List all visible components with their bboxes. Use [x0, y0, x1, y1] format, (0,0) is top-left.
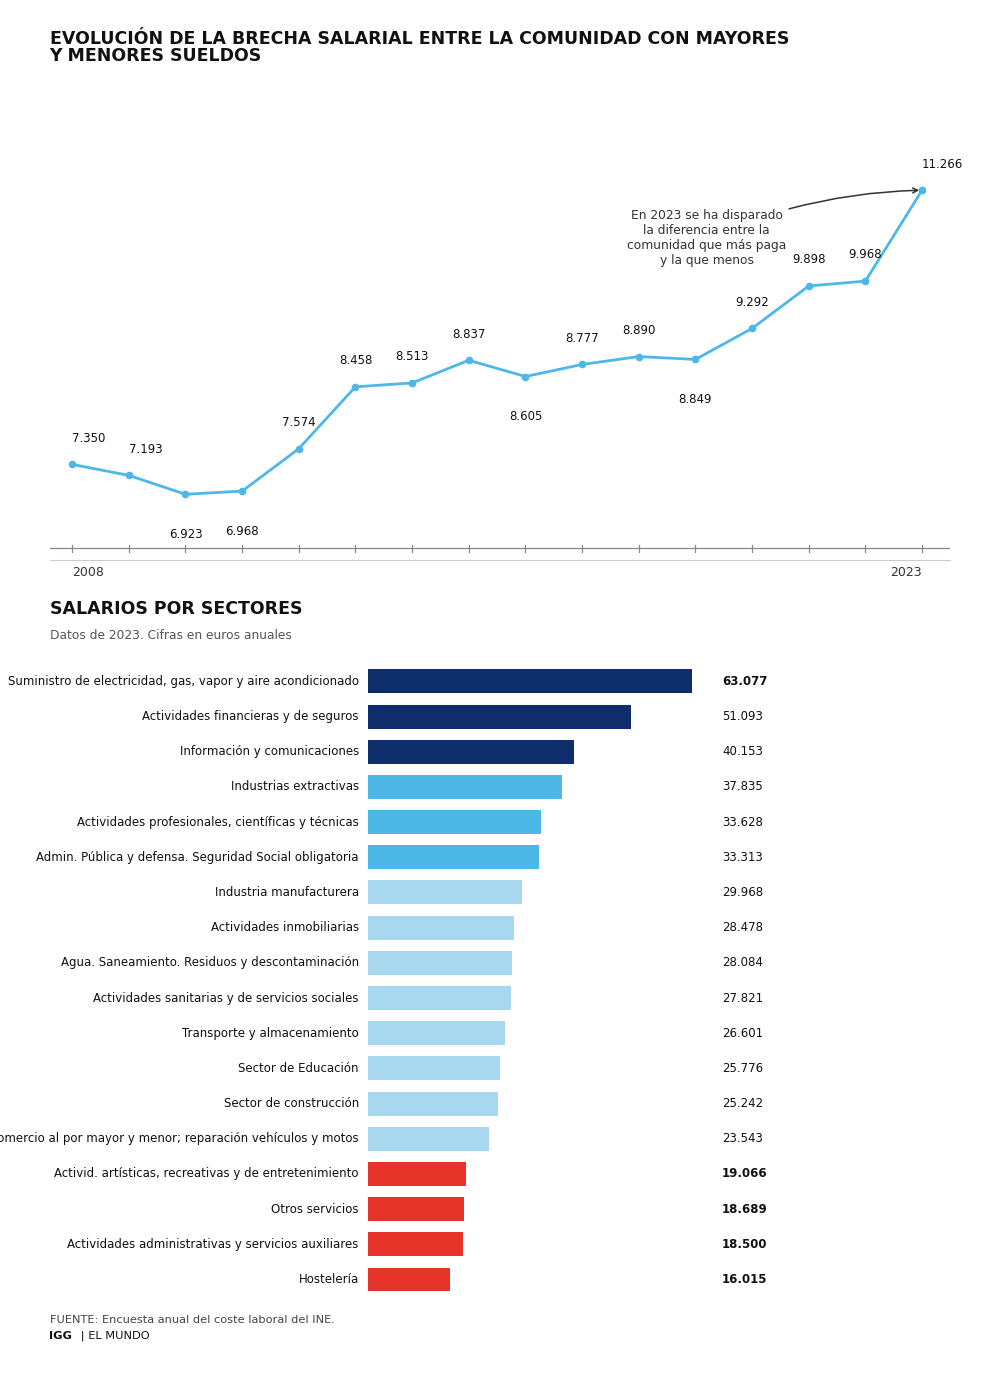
Bar [368, 1162, 466, 1185]
Text: Industria manufacturera: Industria manufacturera [215, 886, 358, 898]
Text: Y MENORES SUELDOS: Y MENORES SUELDOS [50, 47, 261, 65]
Bar [368, 669, 692, 693]
Bar [368, 740, 574, 763]
Text: 8.777: 8.777 [565, 331, 599, 345]
Text: 33.628: 33.628 [722, 816, 763, 828]
Bar [368, 1127, 489, 1151]
Text: 51.093: 51.093 [722, 711, 763, 723]
Text: 63.077: 63.077 [722, 675, 767, 687]
Text: Admin. Pública y defensa. Seguridad Social obligatoria: Admin. Pública y defensa. Seguridad Soci… [37, 851, 358, 864]
Text: 6.923: 6.923 [168, 529, 202, 541]
Text: En 2023 se ha disparado
la diferencia entre la
comunidad que más paga
y la que m: En 2023 se ha disparado la diferencia en… [627, 188, 918, 266]
Text: Industrias extractivas: Industrias extractivas [231, 781, 358, 793]
Text: 23.543: 23.543 [722, 1132, 763, 1145]
Text: 25.776: 25.776 [722, 1061, 763, 1075]
Text: Activid. artísticas, recreativas y de entretenimiento: Activid. artísticas, recreativas y de en… [54, 1167, 358, 1180]
Text: 2008: 2008 [72, 566, 104, 578]
Bar [368, 1196, 464, 1221]
Text: Agua. Saneamiento. Residuos y descontaminación: Agua. Saneamiento. Residuos y descontami… [60, 956, 358, 969]
Text: 28.084: 28.084 [722, 956, 763, 969]
Text: 8.849: 8.849 [679, 393, 712, 406]
Text: 25.242: 25.242 [722, 1097, 763, 1110]
Text: Actividades sanitarias y de servicios sociales: Actividades sanitarias y de servicios so… [93, 991, 358, 1005]
Text: | EL MUNDO: | EL MUNDO [77, 1330, 149, 1341]
Text: Datos de 2023. Cifras en euros anuales: Datos de 2023. Cifras en euros anuales [50, 628, 291, 642]
Text: Actividades financieras y de seguros: Actividades financieras y de seguros [143, 711, 358, 723]
Text: 19.066: 19.066 [722, 1167, 768, 1180]
Text: 9.898: 9.898 [792, 254, 826, 266]
Text: SALARIOS POR SECTORES: SALARIOS POR SECTORES [50, 600, 302, 618]
Text: Sector de Educación: Sector de Educación [239, 1061, 358, 1075]
Text: 8.513: 8.513 [395, 351, 429, 363]
Text: Hostelería: Hostelería [299, 1272, 358, 1286]
Text: 11.266: 11.266 [922, 157, 963, 171]
Text: Comercio al por mayor y menor; reparación vehículos y motos: Comercio al por mayor y menor; reparació… [0, 1132, 358, 1145]
Bar [368, 1232, 463, 1256]
Text: 40.153: 40.153 [722, 745, 763, 758]
Bar [368, 1267, 450, 1292]
Text: Actividades profesionales, científicas y técnicas: Actividades profesionales, científicas y… [77, 816, 358, 828]
Text: 16.015: 16.015 [722, 1272, 767, 1286]
Text: 8.837: 8.837 [452, 327, 485, 341]
Text: 6.968: 6.968 [226, 524, 259, 538]
Bar [368, 1092, 498, 1115]
Text: EVOLUCIÓN DE LA BRECHA SALARIAL ENTRE LA COMUNIDAD CON MAYORES: EVOLUCIÓN DE LA BRECHA SALARIAL ENTRE LA… [50, 30, 789, 48]
Text: 7.574: 7.574 [282, 417, 316, 429]
Text: 8.605: 8.605 [509, 410, 543, 424]
Text: FUENTE: Encuesta anual del coste laboral del INE.: FUENTE: Encuesta anual del coste laboral… [50, 1315, 335, 1325]
Text: 33.313: 33.313 [722, 851, 763, 864]
Text: 9.968: 9.968 [848, 248, 882, 261]
Text: 29.968: 29.968 [722, 886, 763, 898]
Bar [368, 1057, 500, 1081]
Text: 18.500: 18.500 [722, 1238, 767, 1250]
Text: 8.890: 8.890 [622, 324, 655, 337]
Text: 27.821: 27.821 [722, 991, 763, 1005]
Bar [368, 987, 511, 1010]
Text: Información y comunicaciones: Información y comunicaciones [179, 745, 358, 758]
Text: 2023: 2023 [890, 566, 922, 578]
Text: 8.458: 8.458 [339, 355, 372, 367]
Text: 37.835: 37.835 [722, 781, 763, 793]
Bar [368, 846, 540, 869]
Text: Suministro de electricidad, gas, vapor y aire acondicionado: Suministro de electricidad, gas, vapor y… [8, 675, 358, 687]
Text: 9.292: 9.292 [736, 295, 769, 309]
Bar [368, 810, 541, 834]
Text: 28.478: 28.478 [722, 920, 763, 934]
Text: Actividades administrativas y servicios auxiliares: Actividades administrativas y servicios … [67, 1238, 358, 1250]
Bar [368, 880, 522, 904]
Text: Otros servicios: Otros servicios [271, 1202, 358, 1216]
Text: Sector de construcción: Sector de construcción [224, 1097, 358, 1110]
Text: Actividades inmobiliarias: Actividades inmobiliarias [211, 920, 358, 934]
Text: IGG: IGG [50, 1332, 72, 1341]
Bar [368, 776, 562, 799]
Text: Transporte y almacenamiento: Transporte y almacenamiento [182, 1027, 358, 1039]
Text: 7.350: 7.350 [72, 432, 106, 444]
Bar [368, 916, 514, 940]
Text: 26.601: 26.601 [722, 1027, 763, 1039]
Bar [368, 1021, 505, 1045]
Bar [368, 705, 631, 729]
Text: 18.689: 18.689 [722, 1202, 768, 1216]
Text: 7.193: 7.193 [129, 443, 162, 455]
Bar [368, 951, 512, 974]
